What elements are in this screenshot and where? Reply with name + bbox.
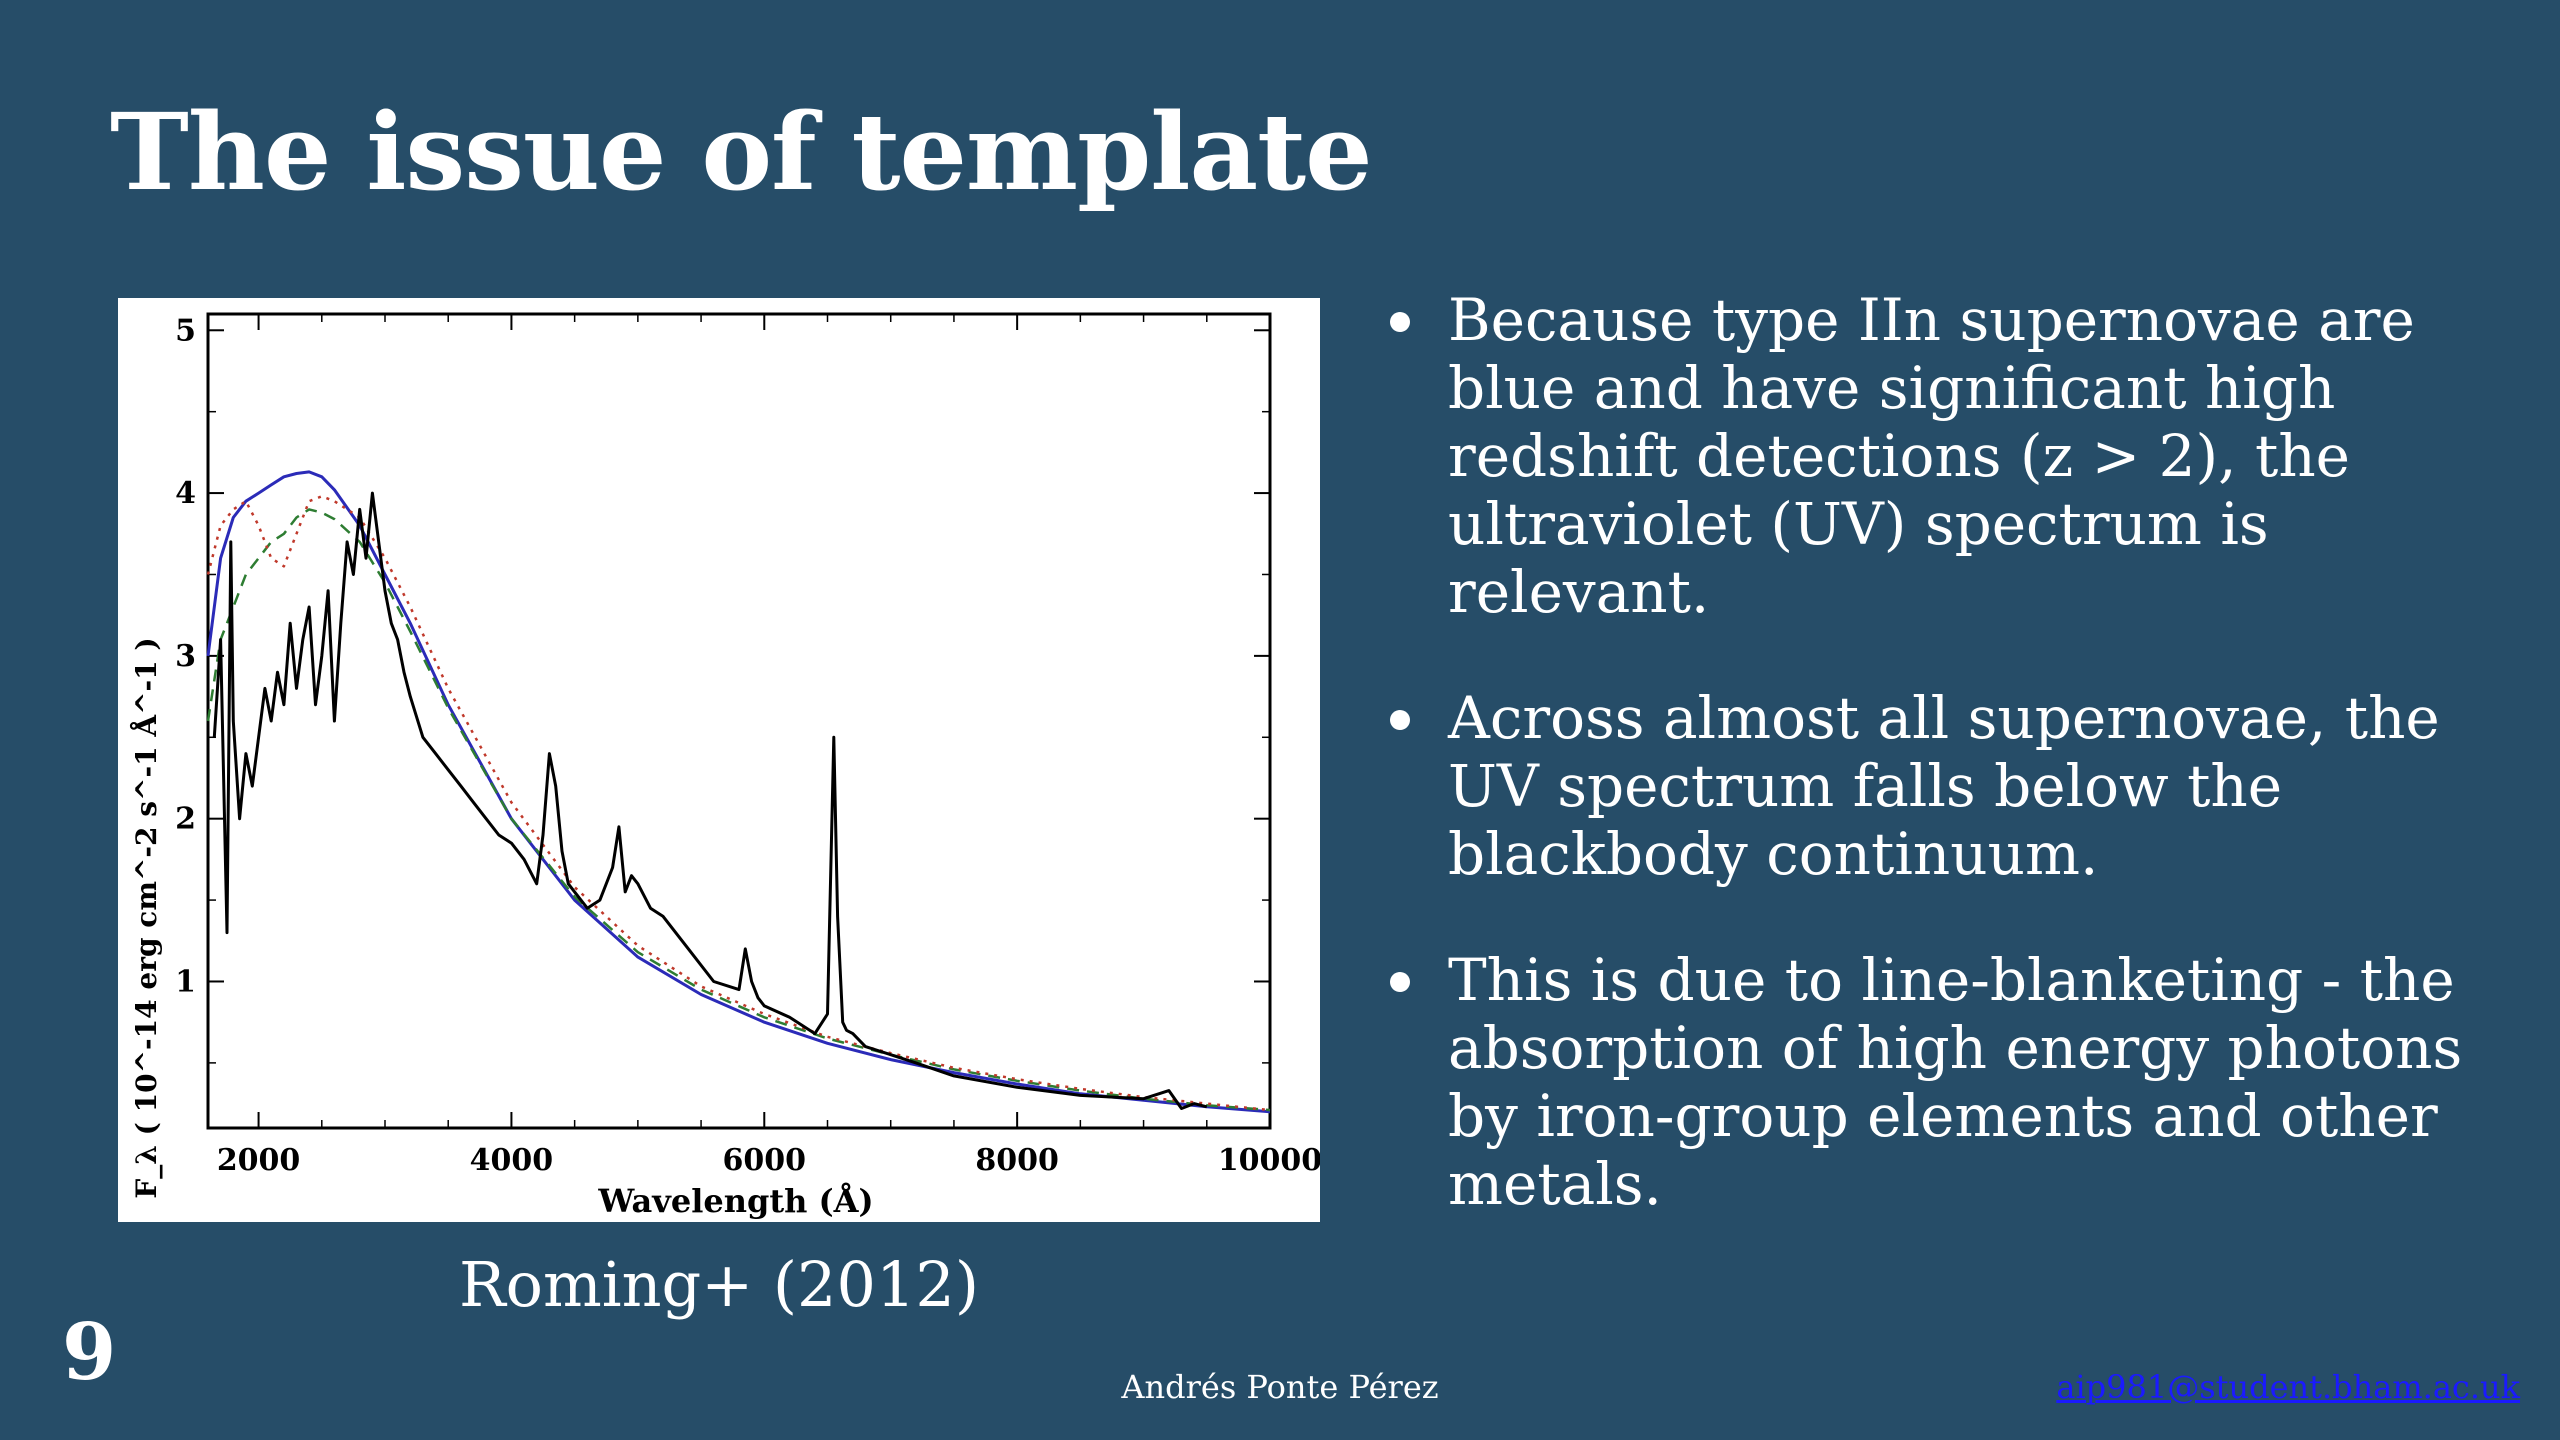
model-dotted-line — [206, 495, 1271, 1112]
y-tick-label: 3 — [175, 639, 196, 674]
blackbody-line — [206, 470, 1271, 1114]
spectrum-chart: 2000 4000 6000 8000 10000 1 2 3 4 5 Wavelength (Å… — [129, 312, 1320, 1220]
x-tick-label: 8000 — [975, 1143, 1058, 1178]
bullet-list: Because type IIn supernovae are blue and… — [1376, 286, 2496, 1276]
x-tick-label: 4000 — [470, 1143, 554, 1178]
author-name: Andrés Ponte Pérez — [1121, 1368, 1439, 1406]
y-tick-label: 1 — [175, 964, 196, 999]
x-tick-label: 10000 — [1218, 1143, 1320, 1178]
y-axis-label: F_λ ( 10^-14 erg cm^-2 s^-1 Å^-1 ) — [129, 637, 163, 1198]
bullet-item: This is due to line-blanketing - the abs… — [1376, 946, 2496, 1218]
model-dashed-line — [206, 508, 1271, 1112]
bullet-item: Across almost all supernovae, the UV spe… — [1376, 684, 2496, 888]
x-tick-label: 6000 — [723, 1143, 807, 1178]
y-tick-label: 2 — [175, 802, 196, 837]
figure-caption: Roming+ (2012) — [458, 1248, 980, 1321]
email-link[interactable]: aip981@student.bham.ac.uk — [2056, 1368, 2520, 1406]
x-tick-label: 2000 — [217, 1143, 300, 1178]
bullet-item: Because type IIn supernovae are blue and… — [1376, 286, 2496, 626]
y-tick-label: 5 — [175, 313, 196, 348]
spectrum-figure: 2000 4000 6000 8000 10000 1 2 3 4 5 Wavelength (Å… — [118, 298, 1320, 1222]
y-tick-label: 4 — [175, 476, 196, 511]
slide-number: 9 — [62, 1307, 117, 1398]
slide-title: The issue of template — [110, 89, 1373, 214]
observed-spectrum-line — [212, 491, 1208, 1110]
x-axis-label: Wavelength (Å) — [597, 1182, 873, 1220]
